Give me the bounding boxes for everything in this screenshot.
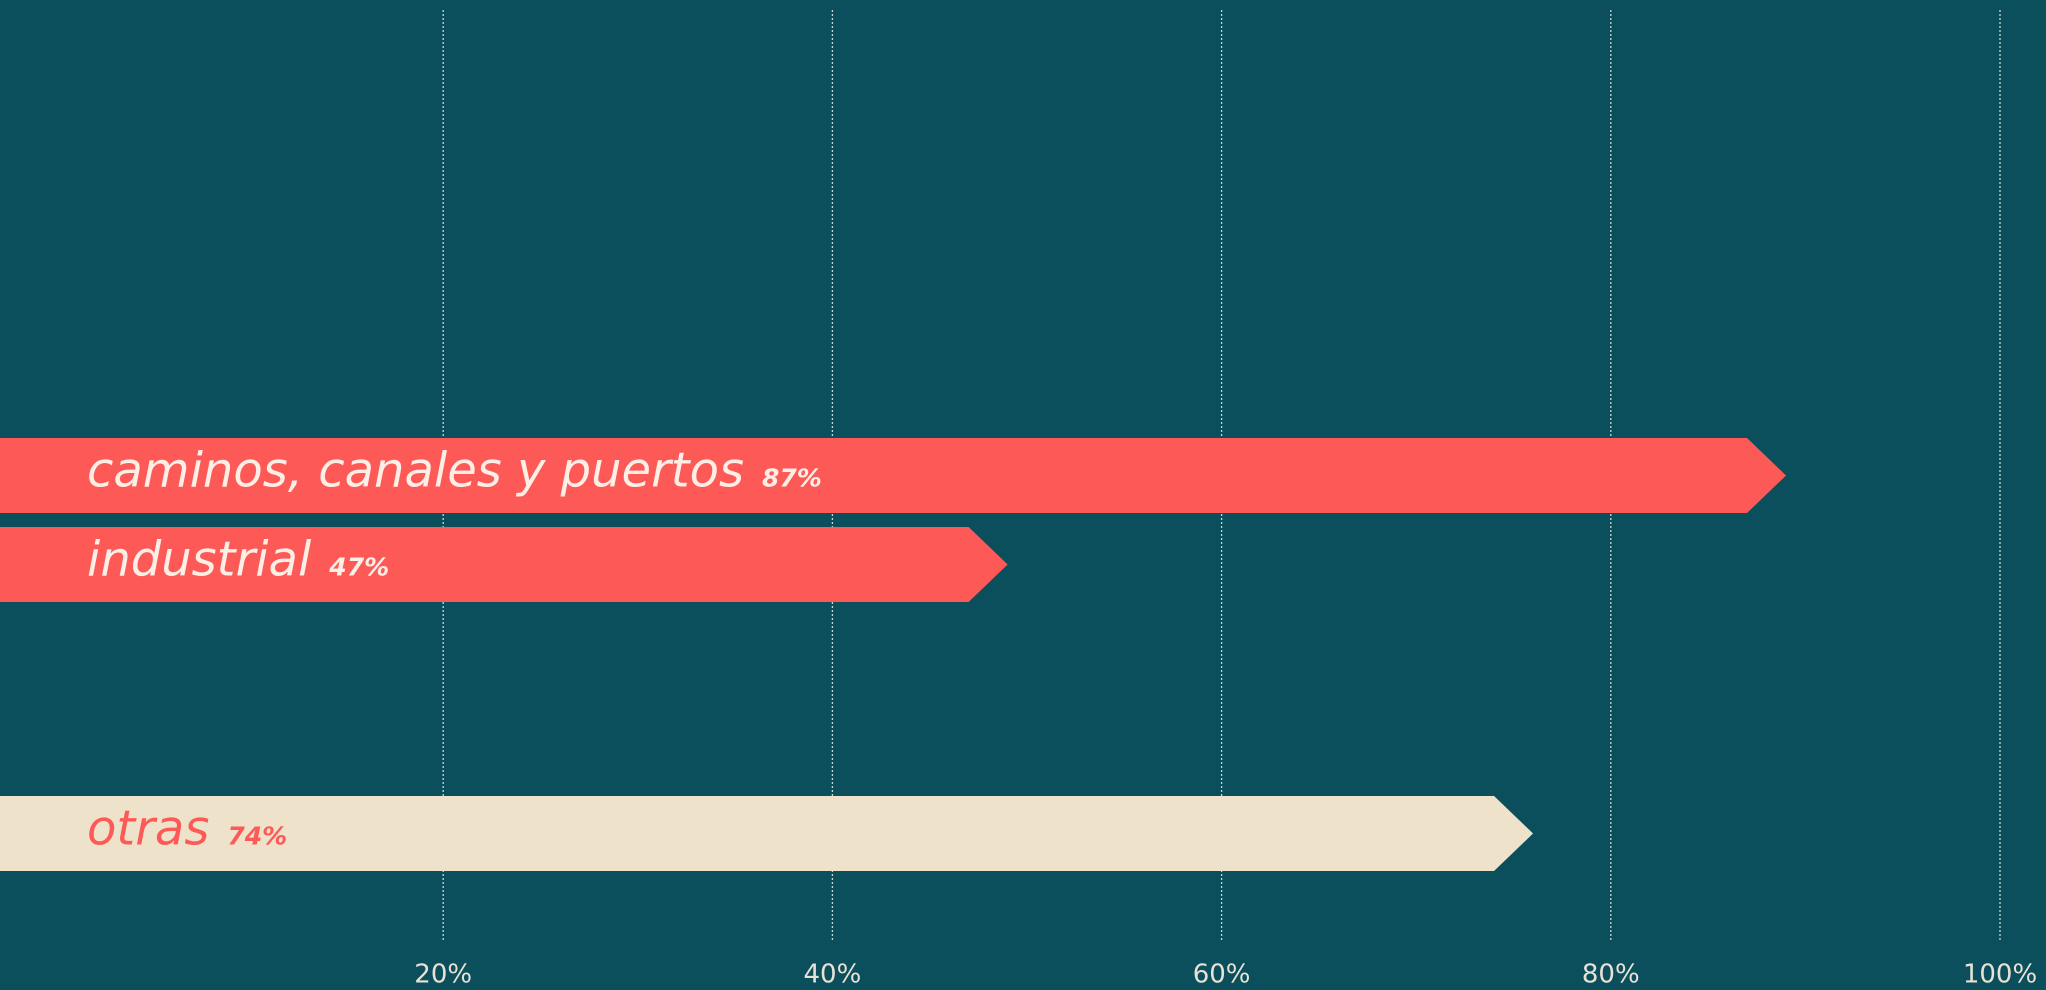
bar-label: otras 74%: [87, 801, 287, 857]
category-label: otras: [87, 801, 209, 857]
x-tick-label: 20%: [414, 960, 472, 990]
bar-label: caminos, canales y puertos 87%: [87, 443, 822, 499]
x-tick-label: 100%: [1963, 960, 2037, 990]
bar: [0, 527, 1008, 602]
bar: [0, 438, 1787, 513]
category-label: industrial: [87, 532, 312, 588]
value-label: 74%: [227, 822, 287, 851]
value-label: 87%: [762, 464, 822, 493]
value-label: 47%: [328, 553, 389, 582]
x-tick-label: 40%: [804, 960, 862, 990]
x-tick-label: 60%: [1193, 960, 1251, 990]
category-label: caminos, canales y puertos: [87, 443, 744, 499]
bar-label: industrial 47%: [87, 532, 389, 588]
x-tick-label: 80%: [1582, 960, 1640, 990]
bar: [0, 796, 1534, 871]
